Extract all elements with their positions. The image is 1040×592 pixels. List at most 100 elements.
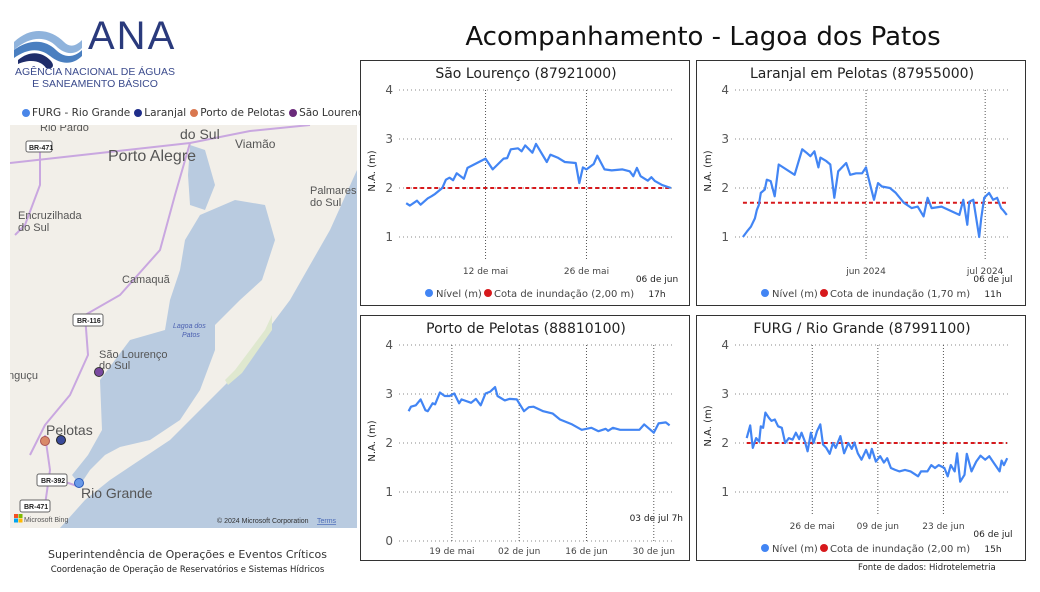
- y-tick-label: 1: [385, 230, 393, 244]
- place-label: do Sul: [99, 360, 130, 372]
- y-tick-label: 1: [721, 230, 729, 244]
- circle-icon: [22, 109, 30, 117]
- legend-item-porto-pelotas[interactable]: Porto de Pelotas: [190, 107, 285, 119]
- logo-subtitle-2: E SANEAMENTO BÁSICO: [32, 78, 158, 90]
- chart-furg: FURG / Rio Grande (87991100) N.A. (m) 1 2 3 4…: [696, 315, 1026, 561]
- x-tick-label: 26 de mai: [564, 267, 609, 277]
- place-label: Encruzilhada: [18, 210, 82, 222]
- marker-laranjal[interactable]: [56, 435, 66, 445]
- y-tick-label: 4: [385, 83, 393, 97]
- place-label: do Sul: [180, 126, 220, 142]
- y-tick-label: 3: [721, 387, 729, 401]
- y-tick-label: 3: [385, 132, 393, 146]
- legend-level-label: Nível (m): [772, 543, 818, 555]
- legend-item-furg[interactable]: FURG - Rio Grande: [22, 107, 130, 119]
- legend-level-label: Nível (m): [436, 288, 482, 300]
- legend-level-icon: [425, 289, 433, 297]
- microsoft-logo-icon: [14, 514, 23, 523]
- x-tick-label: 12 de mai: [463, 267, 508, 277]
- place-label: São Lourenço: [99, 349, 168, 361]
- map-legend: FURG - Rio Grande Laranjal Porto de Pelo…: [22, 107, 370, 119]
- x-tick-label: jun 2024: [845, 267, 886, 277]
- legend-level-icon: [761, 289, 769, 297]
- level-series-line: [742, 148, 1008, 239]
- marker-porto-pelotas[interactable]: [40, 436, 50, 446]
- place-label: Palmares: [310, 185, 357, 197]
- legend-level-icon: [761, 544, 769, 552]
- last-reading-hour: 15h: [984, 545, 1001, 555]
- chart-title: Porto de Pelotas (88810100): [426, 321, 626, 337]
- last-reading-date: 06 de jun: [636, 275, 678, 285]
- place-label: Viamão: [235, 137, 276, 151]
- circle-icon: [190, 109, 199, 117]
- level-series-line: [745, 411, 1009, 483]
- y-tick-label: 4: [721, 338, 729, 352]
- ana-waves-icon: [14, 31, 82, 69]
- logo-name: ANA: [88, 14, 177, 58]
- place-label: Pelotas: [46, 422, 93, 438]
- data-source: Fonte de dados: Hidrotelemetria: [858, 563, 996, 573]
- place-label: nguçu: [10, 370, 38, 382]
- road-badge: BR-471: [24, 504, 48, 511]
- x-tick-label: 09 de jun: [857, 522, 899, 532]
- chart-laranjal: Laranjal em Pelotas (87955000) N.A. (m) 1 2…: [696, 60, 1026, 306]
- chart-title: São Lourenço (87921000): [435, 66, 616, 82]
- marker-sao-lourenco[interactable]: [94, 367, 104, 377]
- y-tick-label: 1: [721, 485, 729, 499]
- ocean: [60, 170, 357, 528]
- y-tick-label: 4: [721, 83, 729, 97]
- place-label: Porto Alegre: [108, 148, 196, 165]
- circle-icon: [289, 109, 298, 117]
- place-label: do Sul: [18, 222, 49, 234]
- x-tick-label: jul 2024: [966, 267, 1004, 277]
- barrier-island-vegetation: [225, 315, 272, 385]
- y-tick-label: 3: [721, 132, 729, 146]
- x-tick-label: 30 de jun: [633, 547, 675, 557]
- legend-flood-icon: [820, 544, 828, 552]
- chart-legend: Nível (m) Cota de inundação (1,70 m): [761, 288, 970, 300]
- legend-item-sao-lourenco[interactable]: São Lourenço: [289, 107, 370, 119]
- legend-flood-label: Cota de inundação (1,70 m): [830, 289, 970, 300]
- y-axis-label: N.A. (m): [367, 150, 378, 191]
- legend-flood-label: Cota de inundação (2,00 m): [830, 544, 970, 555]
- lagoon: [72, 200, 275, 485]
- last-reading-date: 06 de jul: [973, 530, 1012, 540]
- road-badge: BR-392: [41, 478, 65, 485]
- place-label: Lagoa dos: [173, 323, 206, 330]
- x-tick-label: 16 de jun: [565, 547, 607, 557]
- last-reading-date: 06 de jul: [973, 275, 1012, 285]
- ana-logo: ANA AGÊNCIA NACIONAL DE ÁGUAS E SANEAMEN…: [10, 12, 180, 97]
- place-label: Rio Grande: [81, 485, 153, 501]
- chart-legend: Nível (m) Cota de inundação (2,00 m): [761, 543, 970, 555]
- legend-label: São Lourenço: [299, 107, 371, 119]
- logo-subtitle-1: AGÊNCIA NACIONAL DE ÁGUAS: [14, 66, 176, 78]
- legend-item-laranjal[interactable]: Laranjal: [134, 107, 186, 119]
- marker-furg[interactable]: [74, 478, 84, 488]
- last-reading-hour: 11h: [984, 290, 1001, 300]
- guaiba: [188, 145, 215, 210]
- y-axis-label: N.A. (m): [367, 420, 378, 461]
- x-tick-label: 02 de jun: [498, 547, 540, 557]
- level-series-line: [405, 142, 672, 207]
- y-axis-label: N.A. (m): [703, 405, 714, 446]
- place-label: Camaquã: [122, 274, 171, 286]
- y-tick-label: 2: [385, 181, 393, 195]
- legend-label: Laranjal: [144, 107, 187, 119]
- legend-flood-label: Cota de inundação (2,00 m): [494, 289, 634, 300]
- legend-flood-icon: [820, 289, 828, 297]
- circle-icon: [134, 109, 143, 117]
- map[interactable]: Rio Pardo do Sul Viamão Porto Alegre Pal…: [10, 125, 357, 528]
- chart-title: Laranjal em Pelotas (87955000): [750, 66, 974, 82]
- chart-legend: Nível (m) Cota de inundação (2,00 m): [425, 288, 634, 300]
- y-tick-label: 0: [385, 534, 393, 548]
- last-reading: 03 de jul 7h: [630, 514, 683, 524]
- y-axis-label: N.A. (m): [703, 150, 714, 191]
- legend-level-label: Nível (m): [772, 288, 818, 300]
- y-tick-label: 3: [385, 387, 393, 401]
- map-terms-link[interactable]: Terms: [317, 518, 337, 525]
- y-tick-label: 1: [385, 485, 393, 499]
- map-copyright: © 2024 Microsoft Corporation: [217, 517, 309, 525]
- level-series-line: [407, 385, 671, 434]
- chart-title: FURG / Rio Grande (87991100): [753, 321, 970, 337]
- y-tick-label: 2: [721, 436, 729, 450]
